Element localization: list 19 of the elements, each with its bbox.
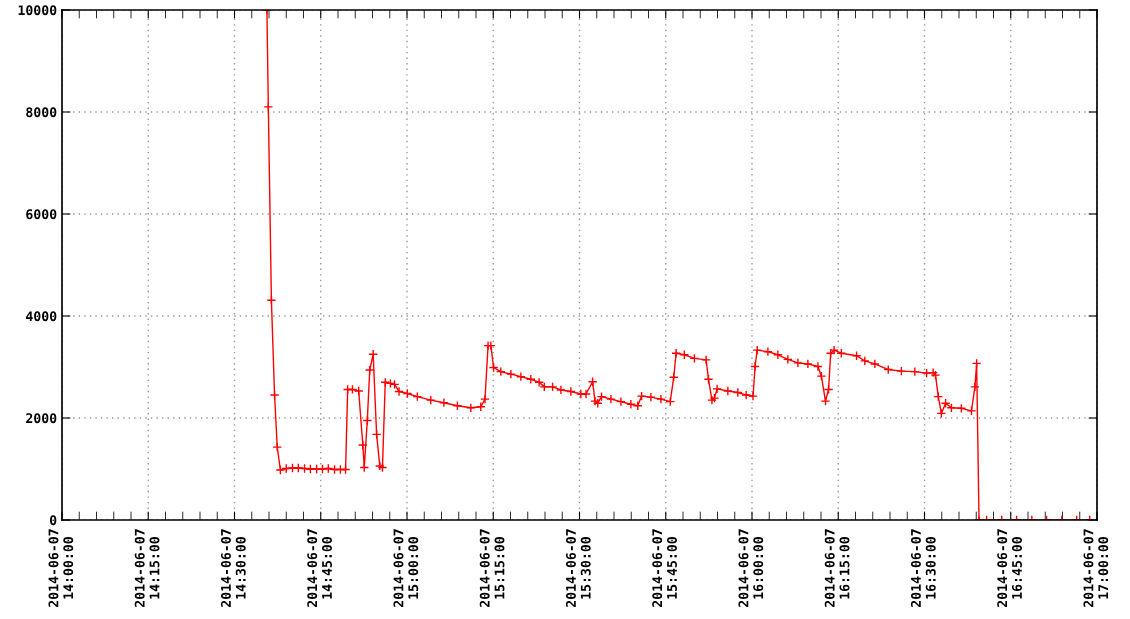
x-tick-label: 2014-06-07 14:30:00: [220, 529, 246, 608]
x-tick-label: 2014-06-07 17:00:00: [1083, 529, 1109, 608]
x-tick-label: 2014-06-07 16:00:00: [738, 529, 764, 608]
x-tick-label: 2014-06-07 16:15:00: [824, 529, 850, 608]
x-tick-label: 2014-06-07 16:45:00: [997, 529, 1022, 608]
x-tick-label: 2014-06-07 15:00:00: [393, 529, 419, 608]
y-tick-label: 8000: [26, 107, 57, 118]
x-tick-label: 2014-06-07 14:00:00: [48, 529, 74, 608]
y-tick-label: 10000: [18, 5, 57, 16]
x-tick-label: 2014-06-07 15:15:00: [479, 529, 505, 608]
x-tick-label: 2014-06-07 14:45:00: [307, 529, 332, 608]
y-tick-label: 6000: [26, 209, 57, 220]
x-tick-label: 2014-06-07 15:30:00: [565, 529, 591, 608]
y-tick-label: 2000: [26, 413, 57, 424]
x-tick-label: 2014-06-07 15:45:00: [652, 529, 677, 608]
x-tick-label: 2014-06-07 14:15:00: [134, 529, 160, 608]
y-tick-label: 0: [49, 515, 57, 526]
y-tick-label: 4000: [26, 311, 57, 322]
x-tick-label: 2014-06-07 16:30:00: [910, 529, 936, 608]
